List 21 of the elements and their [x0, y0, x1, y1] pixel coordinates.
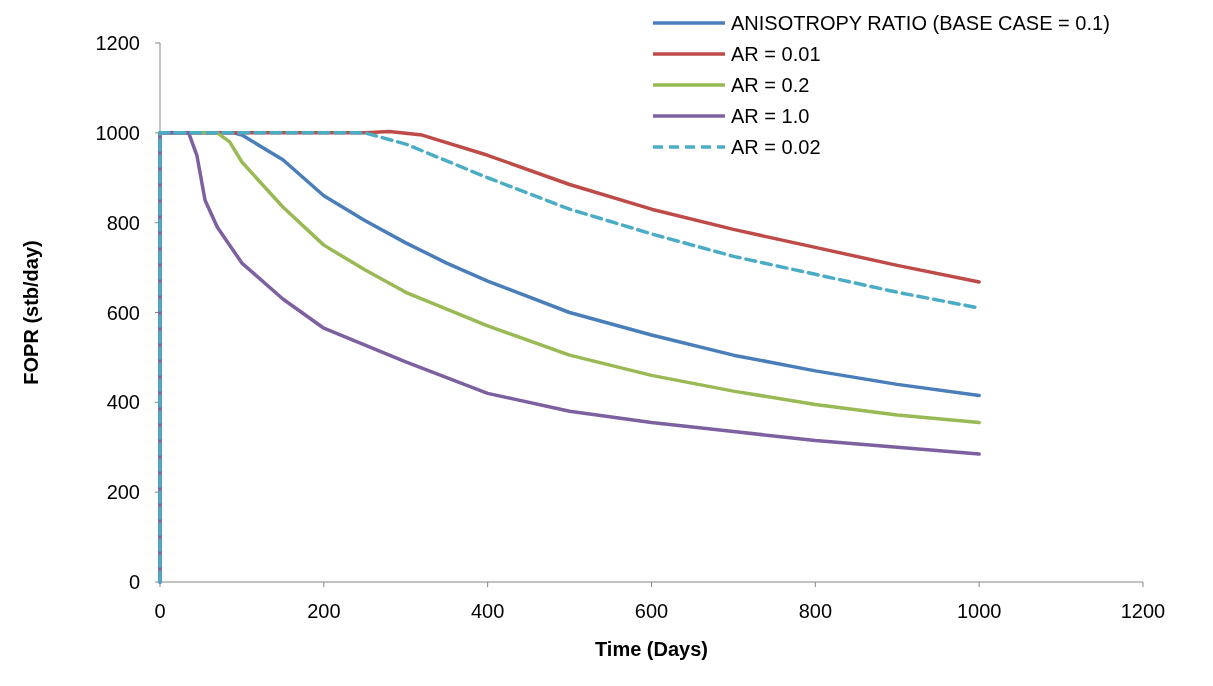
- x-tick-label: 1200: [1120, 600, 1166, 622]
- y-tick-label: 0: [128, 571, 140, 593]
- y-tick-label: 800: [106, 211, 140, 234]
- x-tick-label: 0: [154, 600, 166, 622]
- x-tick-label: 600: [634, 600, 669, 622]
- y-tick-label: 400: [106, 391, 140, 414]
- x-axis-title: Time (Days): [594, 638, 709, 660]
- y-tick-label: 600: [106, 301, 140, 324]
- y-tick-label: 1200: [95, 32, 140, 54]
- legend-label: ANISOTROPY RATIO (BASE CASE = 0.1): [731, 12, 1110, 34]
- x-tick-label: 1000: [956, 600, 1002, 622]
- x-tick-label: 200: [307, 600, 341, 622]
- legend-label: AR = 0.01: [731, 43, 821, 65]
- y-axis-title: FOPR (stb/day): [20, 240, 42, 385]
- y-tick-label: 200: [106, 481, 140, 504]
- legend-label: AR = 0.2: [731, 74, 810, 96]
- legend-label: AR = 0.02: [731, 136, 821, 158]
- x-tick-label: 800: [798, 600, 833, 622]
- x-tick-label: 400: [470, 600, 505, 622]
- y-tick-label: 1000: [95, 121, 140, 144]
- legend-label: AR = 1.0: [731, 105, 810, 127]
